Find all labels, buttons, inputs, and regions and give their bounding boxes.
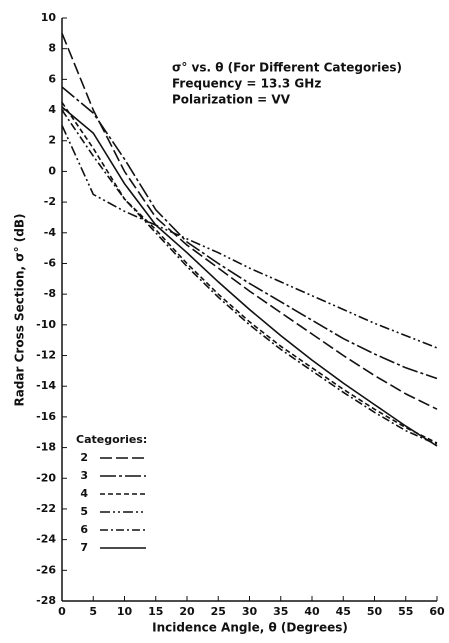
y-tick-label: -10 xyxy=(36,318,56,331)
x-tick-label: 25 xyxy=(211,605,226,618)
y-tick-label: -28 xyxy=(36,594,56,607)
x-tick-label: 40 xyxy=(304,605,320,618)
x-tick-label: 30 xyxy=(242,605,258,618)
y-tick-label: 6 xyxy=(48,72,56,85)
x-tick-label: 35 xyxy=(273,605,288,618)
x-tick-label: 0 xyxy=(58,605,66,618)
legend-label: 3 xyxy=(80,469,88,482)
legend-label: 4 xyxy=(80,487,88,500)
y-tick-label: 2 xyxy=(48,134,56,147)
y-tick-label: -20 xyxy=(36,471,56,484)
legend-label: 2 xyxy=(80,451,88,464)
series-line xyxy=(61,86,438,380)
series-line xyxy=(61,106,438,447)
x-tick-label: 50 xyxy=(367,605,383,618)
x-tick-label: 5 xyxy=(89,605,97,618)
y-tick-label: -24 xyxy=(36,533,56,546)
y-axis-label: Radar Cross Section, σ° (dB) xyxy=(13,213,27,406)
y-tick-label: -26 xyxy=(36,563,56,576)
y-tick-label: -4 xyxy=(44,226,57,239)
legend-label: 5 xyxy=(80,505,88,518)
series-line xyxy=(61,101,438,444)
y-tick-label: -12 xyxy=(36,349,56,362)
y-tick-label: -8 xyxy=(44,287,56,300)
y-tick-label: -22 xyxy=(36,502,56,515)
series-line xyxy=(61,125,438,349)
y-tick-label: -6 xyxy=(44,256,57,269)
x-tick-label: 10 xyxy=(117,605,133,618)
y-tick-label: -14 xyxy=(36,379,56,392)
x-tick-label: 20 xyxy=(179,605,195,618)
y-tick-label: 10 xyxy=(41,11,57,24)
y-tick-label: 4 xyxy=(48,103,56,116)
x-tick-label: 45 xyxy=(336,605,351,618)
legend-label: 7 xyxy=(80,541,88,554)
y-tick-label: -16 xyxy=(36,410,56,423)
annotation: Polarization = VV xyxy=(172,93,291,107)
legend-title: Categories: xyxy=(76,433,147,446)
annotation: Frequency = 13.3 GHz xyxy=(172,77,321,91)
legend-label: 6 xyxy=(80,523,88,536)
y-tick-label: 8 xyxy=(48,42,56,55)
x-tick-label: 60 xyxy=(429,605,445,618)
x-tick-label: 15 xyxy=(148,605,163,618)
y-tick-label: 0 xyxy=(48,164,56,177)
series-line xyxy=(61,109,438,446)
y-tick-label: -2 xyxy=(44,195,56,208)
annotation: σ° vs. θ (For Different Categories) xyxy=(172,61,402,75)
y-tick-label: -18 xyxy=(36,441,56,454)
x-tick-label: 55 xyxy=(398,605,413,618)
x-axis-label: Incidence Angle, θ (Degrees) xyxy=(152,621,348,635)
series-line xyxy=(61,32,438,410)
